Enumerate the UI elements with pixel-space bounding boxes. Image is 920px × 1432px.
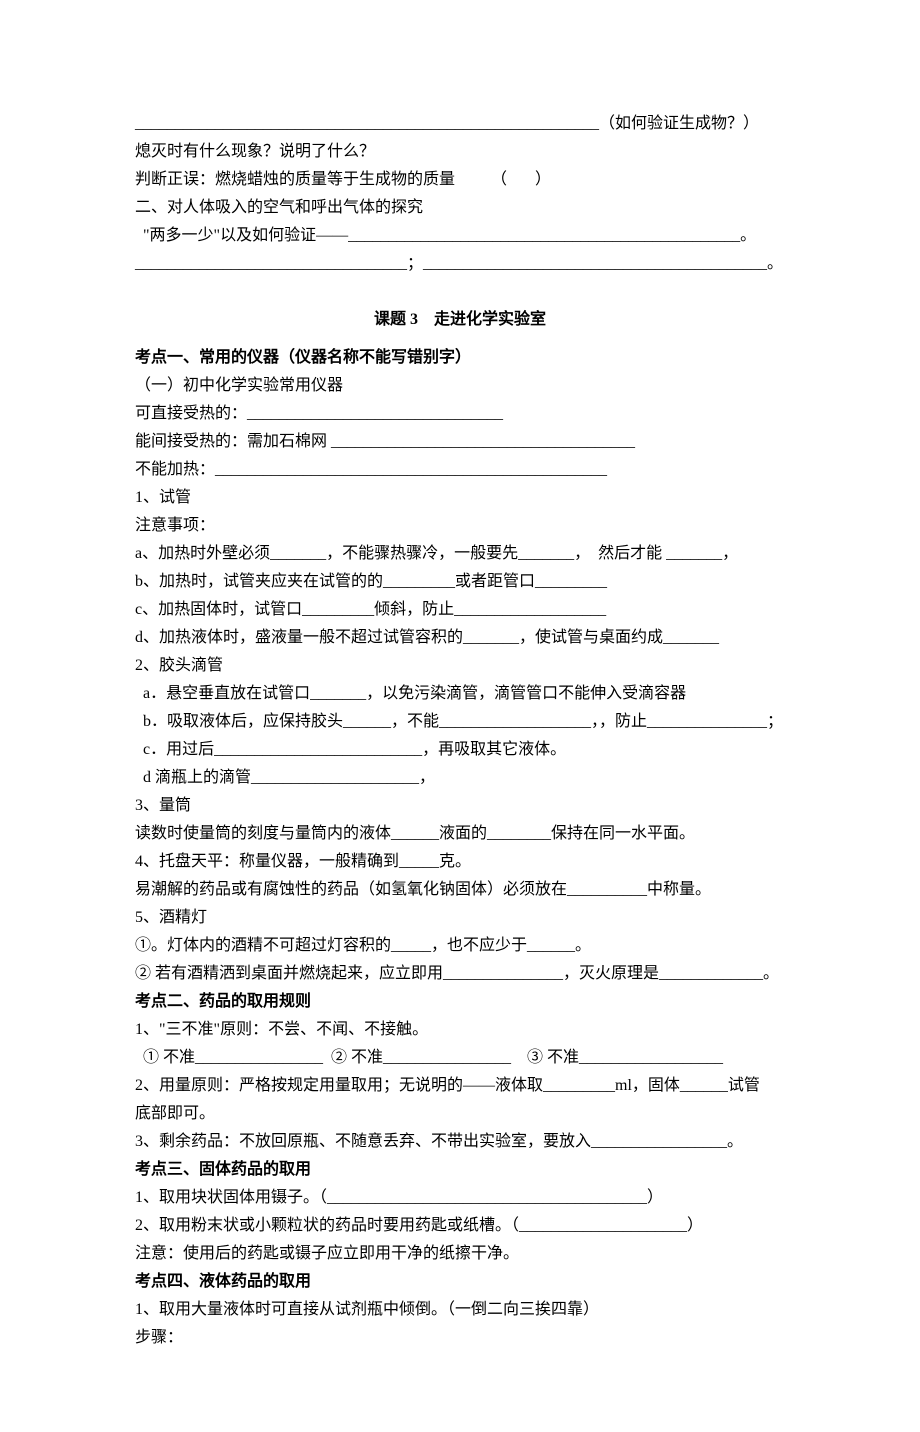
kp1-heading: 考点一、常用的仪器（仪器名称不能写错别字） (135, 344, 785, 372)
kp2-rule1-fill: ① 不准________________ ② 不准_______________… (135, 1044, 785, 1072)
question-judge: 判断正误：燃烧蜡烛的质量等于生成物的质量 （ ） (135, 166, 785, 194)
kp2-rule1: 1、"三不准"原则：不尝、不闻、不接触。 (135, 1016, 785, 1044)
kp1-dropper-b: b．吸取液体后，应保持胶头______，不能__________________… (135, 708, 785, 736)
kp2-rule3: 3、剩余药品：不放回原瓶、不随意丢弃、不带出实验室，要放入___________… (135, 1128, 785, 1156)
blank-pair-line: __________________________________；_____… (135, 250, 785, 278)
kp2-rule2b: 底部即可。 (135, 1100, 785, 1128)
kp1-lamp1: ①。灯体内的酒精不可超过灯容积的_____，也不应少于______。 (135, 932, 785, 960)
kp1-balance2: 易潮解的药品或有腐蚀性的药品（如氢氧化钠固体）必须放在__________中称量… (135, 876, 785, 904)
kp1-lamp-title: 5、酒精灯 (135, 904, 785, 932)
kp3-l1: 1、取用块状固体用镊子。（___________________________… (135, 1184, 785, 1212)
kp1-c: c、加热固体时，试管口_________倾斜，防止_______________… (135, 596, 785, 624)
kp1-balance: 4、托盘天平：称量仪器，一般精确到_____克。 (135, 848, 785, 876)
kp1-dropper-d: d 滴瓶上的滴管_____________________， (135, 764, 785, 792)
kp1-cylinder-title: 3、量筒 (135, 792, 785, 820)
section-2-title: 二、对人体吸入的空气和呼出气体的探究 (135, 194, 785, 222)
kp1-lamp2: ② 若有酒精洒到桌面并燃烧起来，应立即用_______________，灭火原理… (135, 960, 785, 988)
kp4-heading: 考点四、液体药品的取用 (135, 1268, 785, 1296)
kp2-heading: 考点二、药品的取用规则 (135, 988, 785, 1016)
blank-line-verify: ________________________________________… (135, 110, 785, 138)
kp1-b: b、加热时，试管夹应夹在试管的的_________或者距管口_________ (135, 568, 785, 596)
kp1-no-heat: 不能加热：___________________________________… (135, 456, 785, 484)
kp2-rule2: 2、用量原则：严格按规定用量取用；无说明的——液体取_________ml，固体… (135, 1072, 785, 1100)
kp4-l1: 1、取用大量液体时可直接从试剂瓶中倾倒。（一倒二向三挨四靠） (135, 1296, 785, 1324)
kp1-sub1: （一）初中化学实验常用仪器 (135, 372, 785, 400)
kp1-tube-title: 1、试管 (135, 484, 785, 512)
kp1-dropper-c: c．用过后__________________________，再吸取其它液体。 (135, 736, 785, 764)
question-extinguish: 熄灭时有什么现象？说明了什么？ (135, 138, 785, 166)
two-more-one-less: "两多一少"以及如何验证——__________________________… (135, 222, 785, 250)
lesson-3-title: 课题 3 走进化学实验室 (135, 306, 785, 334)
kp3-note: 注意：使用后的药匙或镊子应立即用干净的纸擦干净。 (135, 1240, 785, 1268)
kp1-direct-heat: 可直接受热的：________________________________ (135, 400, 785, 428)
kp1-d: d、加热液体时，盛液量一般不超过试管容积的_______，使试管与桌面约成___… (135, 624, 785, 652)
kp1-dropper-a: a．悬空垂直放在试管口_______，以免污染滴管，滴管管口不能伸入受滴容器 (135, 680, 785, 708)
document-page: ________________________________________… (0, 0, 920, 1432)
kp1-cylinder-read: 读数时使量筒的刻度与量筒内的液体______液面的________保持在同一水平… (135, 820, 785, 848)
kp4-steps: 步骤： (135, 1324, 785, 1352)
kp3-heading: 考点三、固体药品的取用 (135, 1156, 785, 1184)
kp1-dropper-title: 2、胶头滴管 (135, 652, 785, 680)
kp1-note-title: 注意事项： (135, 512, 785, 540)
kp1-a: a、加热时外壁必须_______，不能骤热骤冷，一般要先_______， 然后才… (135, 540, 785, 568)
kp3-l2: 2、取用粉末状或小颗粒状的药品时要用药匙或纸槽。（_______________… (135, 1212, 785, 1240)
kp1-indirect-heat: 能间接受热的：需加石棉网 ___________________________… (135, 428, 785, 456)
